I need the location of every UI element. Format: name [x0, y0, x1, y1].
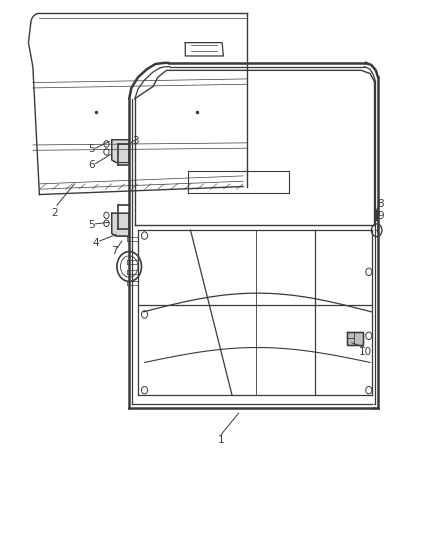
Text: 10: 10 [359, 347, 372, 357]
Text: 5: 5 [88, 144, 95, 154]
Polygon shape [347, 332, 363, 345]
Text: 3: 3 [132, 136, 139, 146]
Text: 7: 7 [111, 246, 118, 255]
Text: 8: 8 [378, 199, 385, 208]
Text: 1: 1 [218, 435, 225, 445]
Text: 9: 9 [378, 211, 385, 221]
Text: 5: 5 [88, 220, 95, 230]
Text: 6: 6 [88, 160, 95, 170]
Polygon shape [112, 213, 129, 236]
Text: 4: 4 [92, 238, 99, 247]
Text: 2: 2 [51, 208, 58, 218]
Polygon shape [112, 140, 129, 163]
